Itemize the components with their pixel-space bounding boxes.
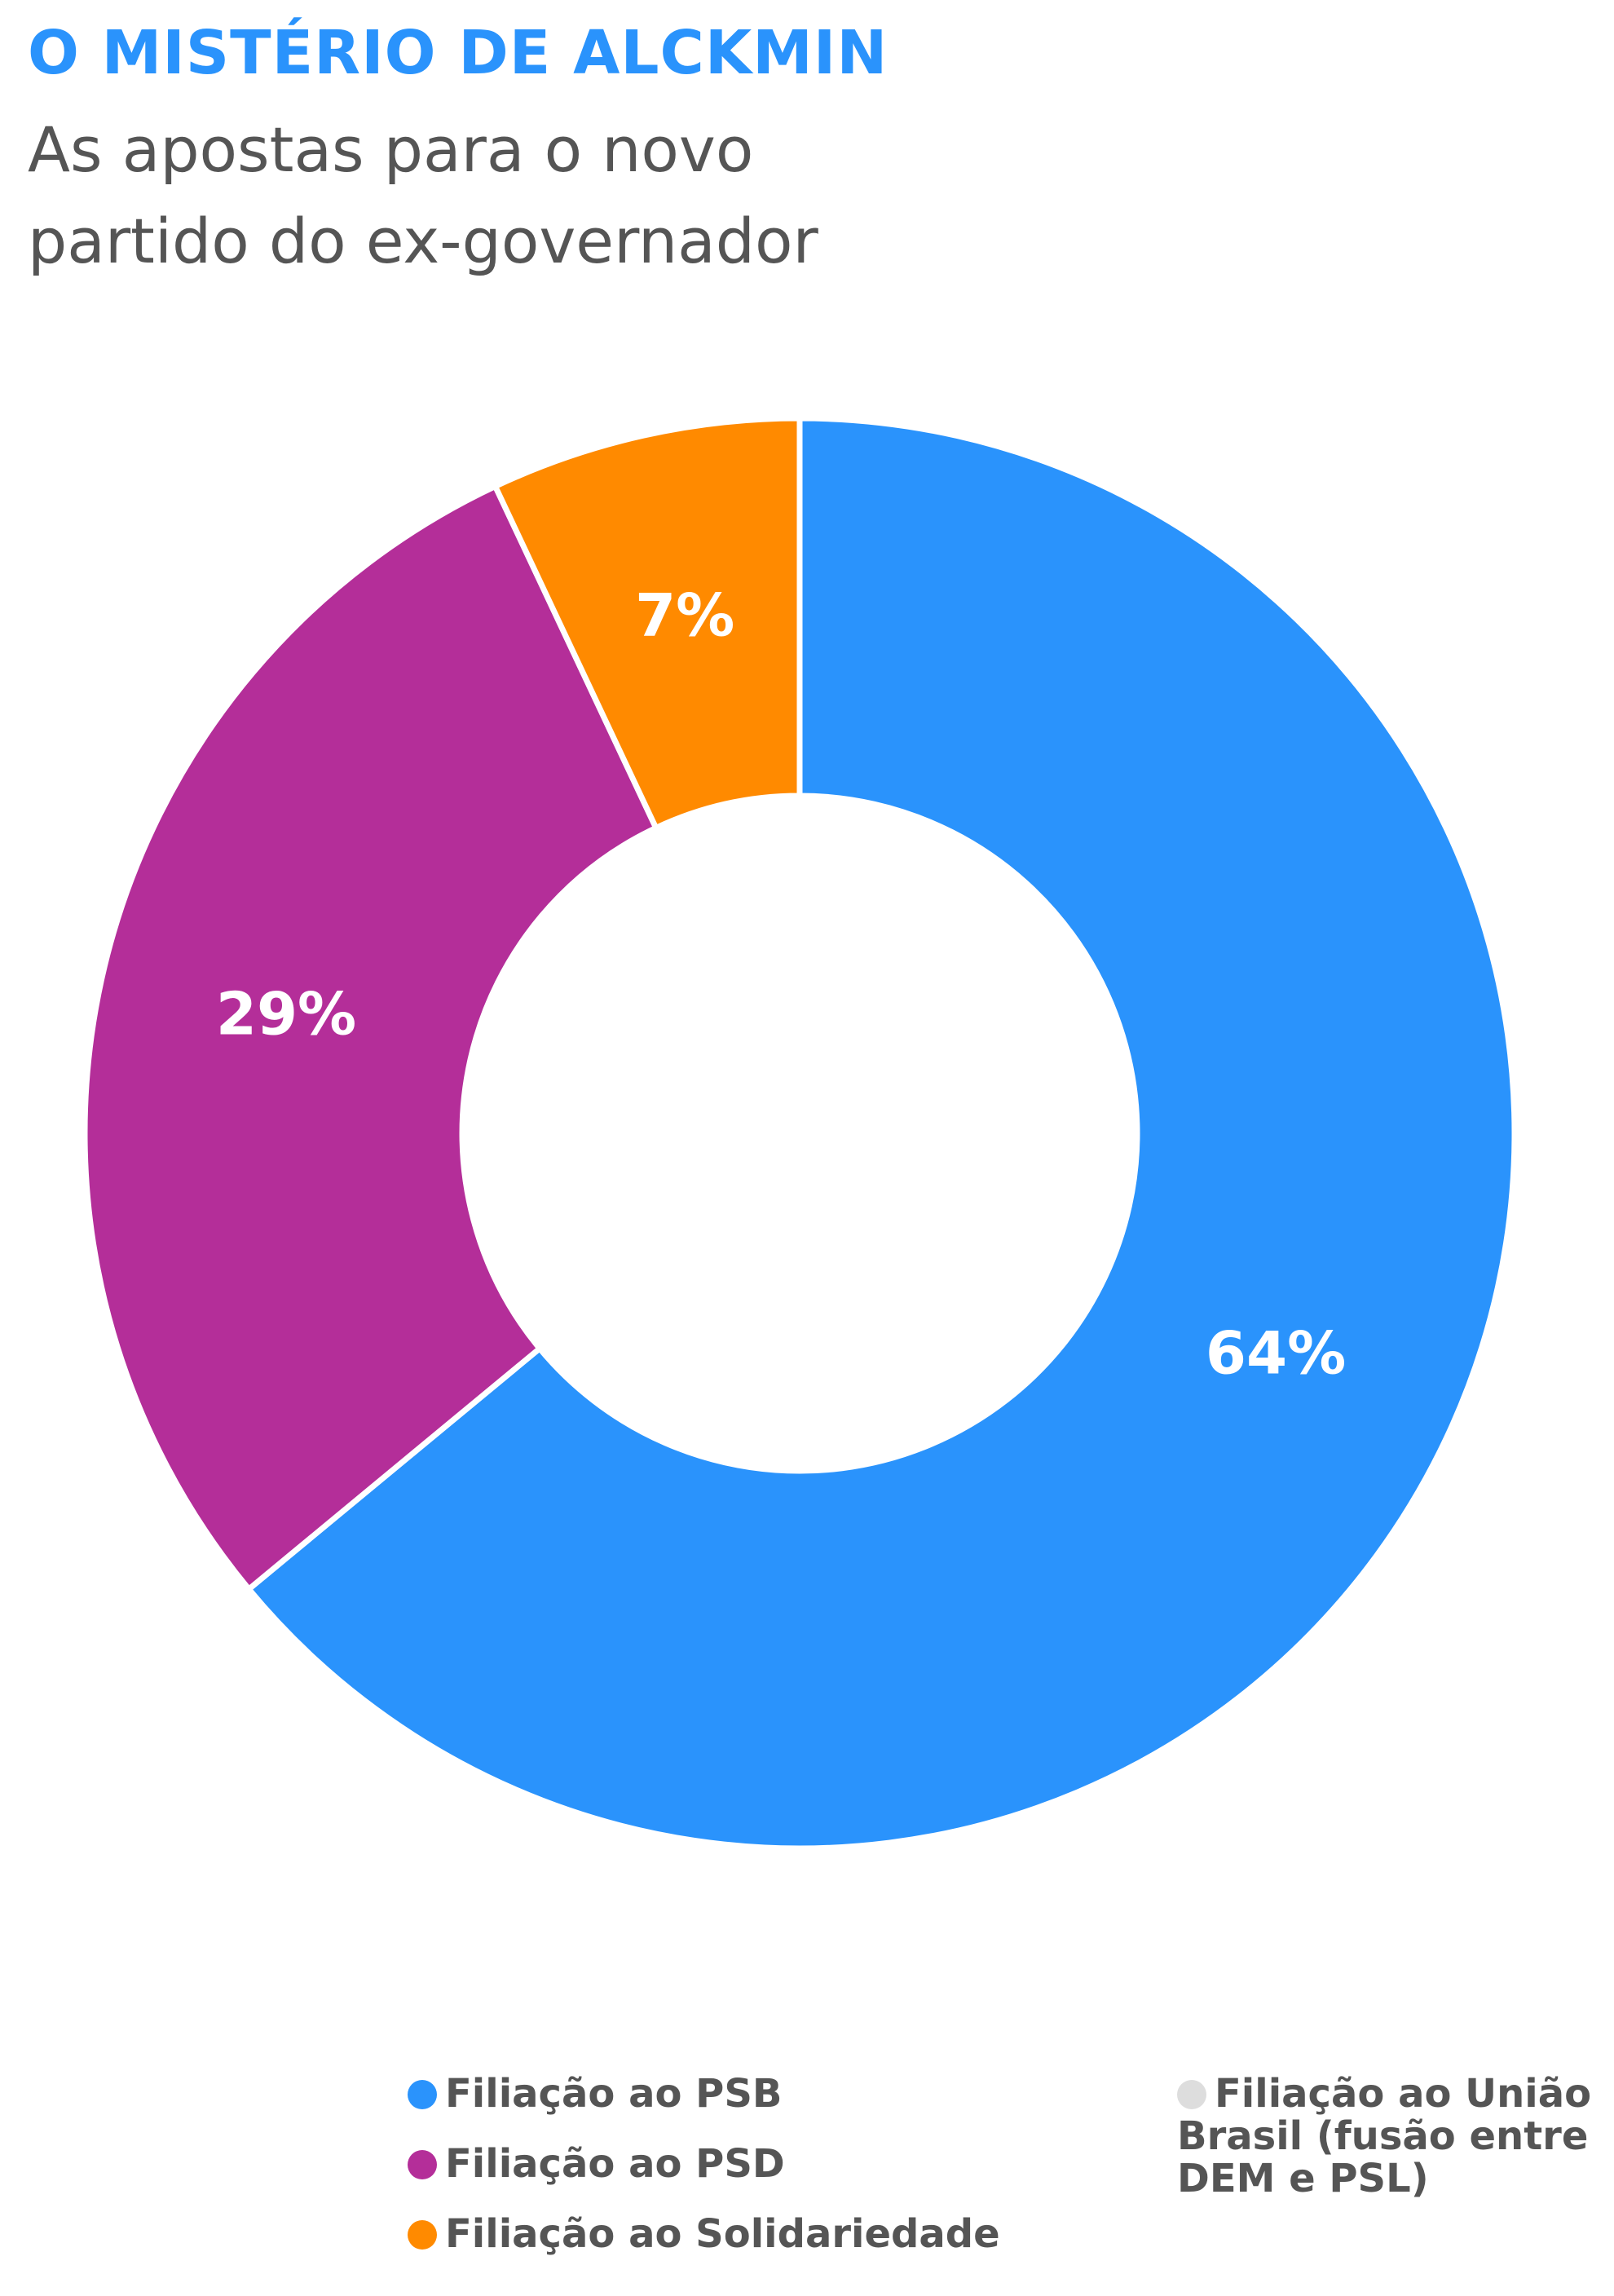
donut-slice: [491, 415, 803, 832]
data-label: 29%: [216, 980, 356, 1049]
chart-title: O MISTÉRIO DE ALCKMIN: [28, 18, 889, 88]
legend-label: Filiação ao PSB: [445, 2071, 783, 2117]
legend-swatch: [408, 2080, 437, 2109]
chart-subtitle: As apostas para o novo partido do ex-gov…: [28, 113, 818, 277]
legend-entry: Filiação ao Solidariedade: [408, 2213, 1000, 2255]
legend-entry: Filiação ao PSB: [408, 2073, 782, 2115]
data-label: 64%: [1206, 1318, 1346, 1387]
legend-entry: Filiação ao União Brasil (fusão entre DE…: [1177, 2073, 1601, 2200]
donut-slice: [82, 482, 660, 1593]
legend-swatch: [408, 2220, 437, 2250]
legend-label: Filiação ao Solidariedade: [445, 2211, 1000, 2257]
data-label: 7%: [635, 581, 734, 650]
donut-slice: [245, 415, 1518, 1852]
legend-swatch: [408, 2150, 437, 2179]
legend-label: Filiação ao União Brasil (fusão entre DE…: [1177, 2071, 1592, 2201]
legend-entry: Filiação ao PSD: [408, 2143, 785, 2185]
legend-label: Filiação ao PSD: [445, 2141, 785, 2187]
legend-swatch: [1177, 2080, 1206, 2109]
